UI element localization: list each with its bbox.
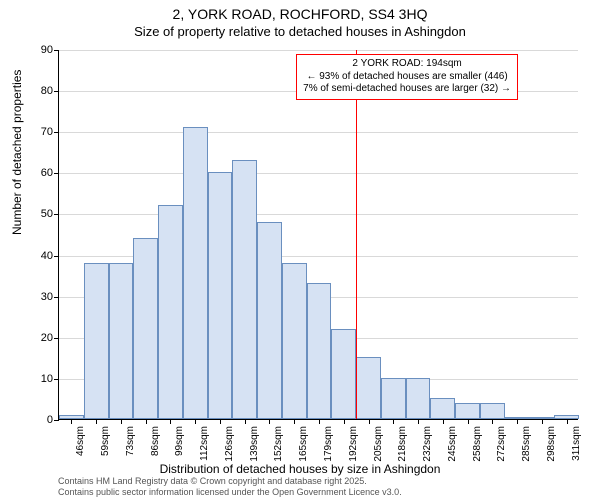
xtick-label: 46sqm [75,426,86,456]
histogram-bar [480,403,505,419]
xtick-mark [195,419,196,424]
xtick-mark [567,419,568,424]
xtick-mark [492,419,493,424]
xtick-mark [468,419,469,424]
xtick-mark [245,419,246,424]
histogram-bar [331,329,356,419]
gridline [59,132,578,133]
attribution-line2: Contains public sector information licen… [58,487,402,498]
histogram-bar [356,357,381,419]
histogram-bar [133,238,158,419]
gridline [59,173,578,174]
ytick-label: 0 [47,414,59,426]
xtick-label: 205sqm [373,426,384,462]
callout-line: 2 YORK ROAD: 194sqm [303,58,511,71]
xtick-mark [344,419,345,424]
attribution-line1: Contains HM Land Registry data © Crown c… [58,476,402,487]
xtick-label: 311sqm [571,426,582,461]
xtick-mark [294,419,295,424]
xtick-label: 165sqm [298,426,309,462]
histogram-bar [232,160,257,419]
xtick-mark [369,419,370,424]
chart-plot-area: 010203040506070809046sqm59sqm73sqm86sqm9… [58,50,578,420]
xtick-label: 99sqm [174,426,185,456]
chart-title-line1: 2, YORK ROAD, ROCHFORD, SS4 3HQ [0,6,600,24]
ytick-label: 80 [41,85,59,97]
histogram-bar [406,378,431,419]
histogram-bar [430,398,455,419]
callout-line: ← 93% of detached houses are smaller (44… [303,71,511,84]
histogram-bar [208,172,233,419]
ytick-label: 50 [41,208,59,220]
ytick-label: 40 [41,250,59,262]
xtick-label: 258sqm [472,426,483,462]
xtick-label: 152sqm [273,426,284,462]
xtick-label: 218sqm [397,426,408,462]
xtick-label: 59sqm [100,426,111,456]
xtick-label: 232sqm [422,426,433,462]
xtick-label: 285sqm [521,426,532,462]
marker-line [356,50,357,419]
histogram-bar [158,205,183,419]
histogram-bar [109,263,134,419]
xtick-label: 112sqm [199,426,210,461]
xtick-mark [96,419,97,424]
histogram-bar [84,263,109,419]
histogram-bar [257,222,282,419]
plot-region: 010203040506070809046sqm59sqm73sqm86sqm9… [58,50,578,420]
histogram-bar [455,403,480,419]
xtick-label: 298sqm [546,426,557,462]
ytick-label: 10 [41,373,59,385]
histogram-bar [381,378,406,419]
chart-title-block: 2, YORK ROAD, ROCHFORD, SS4 3HQ Size of … [0,0,600,40]
xtick-mark [542,419,543,424]
xtick-mark [146,419,147,424]
xtick-label: 179sqm [323,426,334,462]
ytick-label: 30 [41,291,59,303]
xtick-mark [393,419,394,424]
callout-line: 7% of semi-detached houses are larger (3… [303,83,511,96]
chart-subtitle: Size of property relative to detached ho… [0,24,600,40]
ytick-label: 70 [41,126,59,138]
histogram-bar [282,263,307,419]
xtick-label: 272sqm [496,426,507,462]
xtick-mark [269,419,270,424]
gridline [59,214,578,215]
xtick-mark [319,419,320,424]
histogram-bar [307,283,332,419]
xtick-label: 245sqm [447,426,458,462]
xtick-label: 192sqm [348,426,359,462]
xtick-mark [71,419,72,424]
xtick-label: 73sqm [125,426,136,456]
xtick-label: 86sqm [150,426,161,456]
histogram-bar [183,127,208,419]
gridline [59,50,578,51]
ytick-label: 60 [41,167,59,179]
xtick-mark [517,419,518,424]
attribution-block: Contains HM Land Registry data © Crown c… [58,476,402,498]
ytick-label: 20 [41,332,59,344]
ytick-label: 90 [41,44,59,56]
xtick-mark [418,419,419,424]
x-axis-label: Distribution of detached houses by size … [0,462,600,476]
xtick-mark [220,419,221,424]
xtick-label: 126sqm [224,426,235,462]
xtick-label: 139sqm [249,426,260,462]
xtick-mark [170,419,171,424]
marker-callout: 2 YORK ROAD: 194sqm← 93% of detached hou… [296,54,518,100]
xtick-mark [443,419,444,424]
y-axis-label: Number of detached properties [10,70,24,235]
xtick-mark [121,419,122,424]
